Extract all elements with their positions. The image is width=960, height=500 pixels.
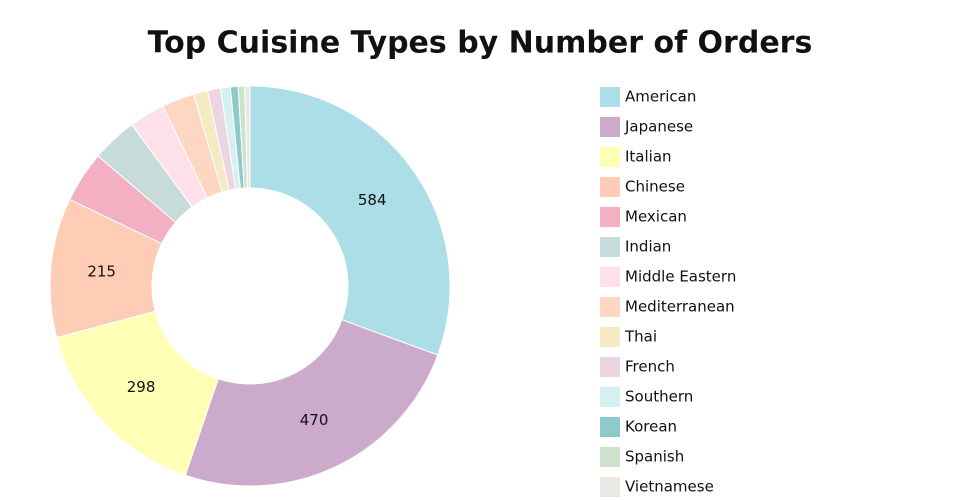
donut-slice (244, 85, 251, 189)
legend-swatch (600, 147, 620, 167)
legend-label: Mexican (625, 208, 687, 226)
legend-label: Middle Eastern (625, 268, 736, 286)
legend-swatch (600, 237, 620, 257)
legend-label: Spanish (625, 448, 684, 466)
legend-swatch (600, 417, 620, 437)
legend-label: Italian (625, 148, 672, 166)
legend-swatch (600, 357, 620, 377)
legend-label: Vietnamese (625, 478, 714, 496)
slice-label: 298 (127, 378, 156, 396)
legend-label: Thai (624, 328, 657, 346)
legend-swatch (600, 117, 620, 137)
legend-label: American (625, 88, 696, 106)
legend-swatch (600, 177, 620, 197)
legend-swatch (600, 477, 620, 497)
legend-swatch (600, 387, 620, 407)
legend-label: Japanese (624, 118, 693, 136)
chart-title: Top Cuisine Types by Number of Orders (148, 26, 813, 61)
legend-swatch (600, 87, 620, 107)
legend-swatch (600, 297, 620, 317)
slice-label: 584 (358, 191, 387, 209)
donut-slice (249, 85, 451, 356)
legend-label: Korean (625, 418, 677, 436)
legend-label: Mediterranean (625, 298, 735, 316)
donut-slice (56, 310, 219, 476)
slice-label: 470 (300, 411, 329, 429)
legend-label: Southern (625, 388, 693, 406)
legend-swatch (600, 267, 620, 287)
legend-swatch (600, 207, 620, 227)
slice-label: 215 (87, 263, 116, 281)
legend-swatch (600, 447, 620, 467)
legend-label: Chinese (625, 178, 685, 196)
donut-slice (184, 319, 439, 487)
legend-label: Indian (625, 238, 671, 256)
legend-swatch (600, 327, 620, 347)
legend-label: French (625, 358, 675, 376)
